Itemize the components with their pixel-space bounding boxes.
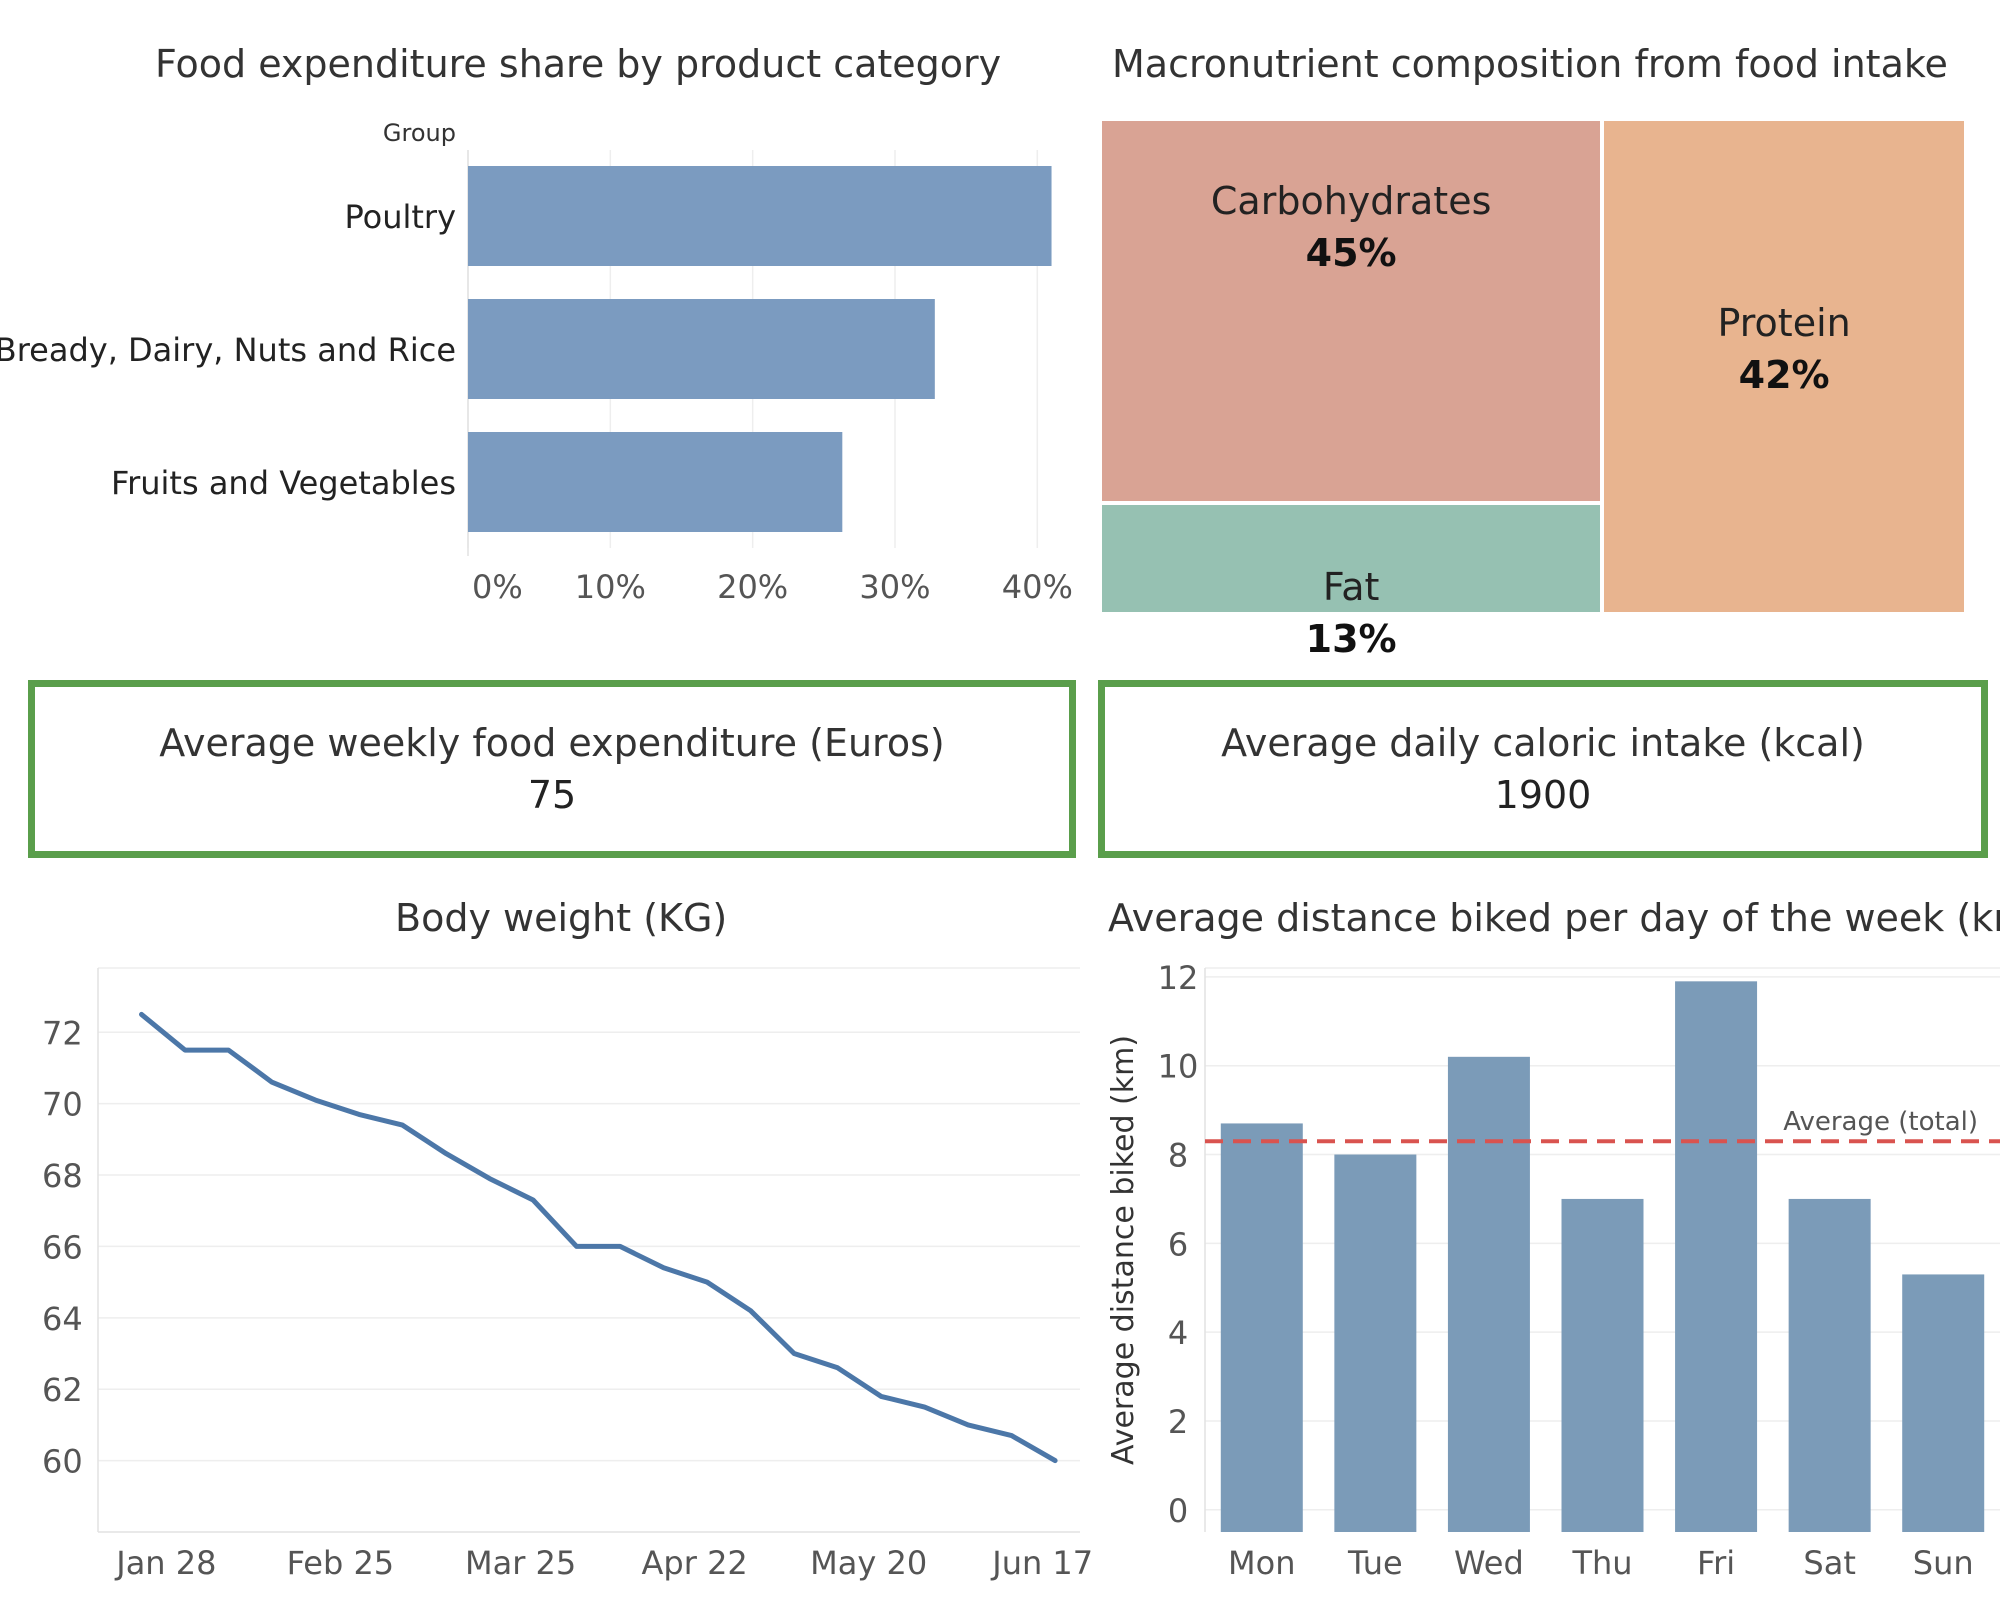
treemap-label: Protein <box>1717 301 1851 345</box>
y-tick-label: 68 <box>42 1157 83 1195</box>
y-tick-label: 2 <box>1168 1403 1188 1441</box>
y-tick-label: 12 <box>1158 959 1199 997</box>
kpi-value: 1900 <box>1494 773 1592 817</box>
category-label: Bready, Dairy, Nuts and Rice <box>0 331 456 369</box>
category-label: Fruits and Vegetables <box>111 464 456 502</box>
y-tick-label: 70 <box>42 1086 83 1124</box>
macronutrient-chart-title: Macronutrient composition from food inta… <box>1112 42 1948 86</box>
y-tick-label: 66 <box>42 1228 83 1266</box>
bar <box>1561 1198 1644 1532</box>
treemap-label: Carbohydrates <box>1210 179 1492 223</box>
x-tick-label: Sun <box>1913 1544 1974 1582</box>
x-tick-label: 10% <box>575 568 646 606</box>
treemap-cell-protein: Protein 42% <box>1602 119 1966 614</box>
y-tick-label: 64 <box>42 1300 83 1338</box>
x-tick-label: Mar 25 <box>465 1544 576 1582</box>
kpi-value: 75 <box>527 773 577 817</box>
y-tick-label: 72 <box>42 1014 83 1052</box>
bar <box>1220 1123 1303 1532</box>
x-tick-label: Mon <box>1228 1544 1295 1582</box>
treemap-value: 42% <box>1738 353 1830 397</box>
kpi-label: Average weekly food expenditure (Euros) <box>159 721 945 765</box>
x-tick-label: 30% <box>859 568 930 606</box>
bar <box>1788 1198 1871 1532</box>
weight-line <box>139 1011 1058 1464</box>
treemap-value: 45% <box>1305 231 1397 275</box>
body-weight-chart-title: Body weight (KG) <box>395 896 728 940</box>
y-tick-label: 10 <box>1158 1048 1199 1086</box>
bar <box>468 432 843 532</box>
y-tick-label: 6 <box>1168 1225 1188 1263</box>
bar <box>468 299 935 399</box>
x-tick-label: Apr 22 <box>642 1544 748 1582</box>
kpi-daily-calories: Average daily caloric intake (kcal) 1900 <box>1098 680 1988 858</box>
y-tick-label: 8 <box>1168 1137 1188 1175</box>
x-tick-label: Fri <box>1697 1544 1735 1582</box>
axis-header: Group <box>383 119 456 147</box>
y-tick-label: 0 <box>1168 1492 1188 1530</box>
y-tick-label: 62 <box>42 1371 83 1409</box>
x-tick-label: May 20 <box>810 1544 927 1582</box>
body-weight-line-chart: 60 62 64 66 68 70 72 Jan 28 Feb 25 Mar 25 Apr 22 Ma… <box>42 967 1093 1582</box>
treemap-value: 13% <box>1305 617 1397 662</box>
x-tick-label: Wed <box>1454 1544 1524 1582</box>
kpi-weekly-expenditure: Average weekly food expenditure (Euros) … <box>28 680 1076 858</box>
expenditure-bar-chart: Group Poultry Bready, Dairy, Nuts and Rice… <box>0 119 1073 606</box>
biking-chart-title: Average distance biked per day of the we… <box>1108 896 2000 940</box>
x-tick-label: 20% <box>717 568 788 606</box>
bar <box>1675 981 1758 1532</box>
macronutrient-treemap: Carbohydrates 45% Fat 13% Protein 42% <box>1100 119 1966 661</box>
x-tick-label: Sat <box>1803 1544 1855 1582</box>
x-tick-label: Jan 28 <box>114 1544 216 1582</box>
kpi-label: Average daily caloric intake (kcal) <box>1221 721 1865 765</box>
biking-bar-chart: 0 2 4 6 8 10 12 Average distance biked (km) Mon T… <box>1106 959 2000 1582</box>
x-tick-label: Tue <box>1347 1544 1403 1582</box>
treemap-cell-carbohydrates: Carbohydrates 45% <box>1100 119 1603 504</box>
y-tick-label: 4 <box>1168 1314 1188 1352</box>
category-label: Poultry <box>344 198 456 236</box>
reference-line-label: Average (total) <box>1783 1107 1978 1137</box>
bar <box>1447 1056 1530 1532</box>
x-tick-label: Thu <box>1571 1544 1632 1582</box>
x-tick-label: Feb 25 <box>287 1544 395 1582</box>
y-tick-label: 60 <box>42 1443 83 1481</box>
bar <box>468 166 1052 266</box>
x-tick-label: 0% <box>472 568 523 606</box>
x-tick-label: Jun 17 <box>990 1544 1093 1582</box>
treemap-cell-fat: Fat 13% <box>1100 503 1603 661</box>
bar <box>1334 1154 1417 1532</box>
bar <box>1902 1274 1985 1532</box>
treemap-label: Fat <box>1322 565 1380 610</box>
expenditure-chart-title: Food expenditure share by product catego… <box>155 42 1002 86</box>
x-tick-label: 40% <box>1002 568 1073 606</box>
y-axis-title: Average distance biked (km) <box>1106 1035 1141 1465</box>
